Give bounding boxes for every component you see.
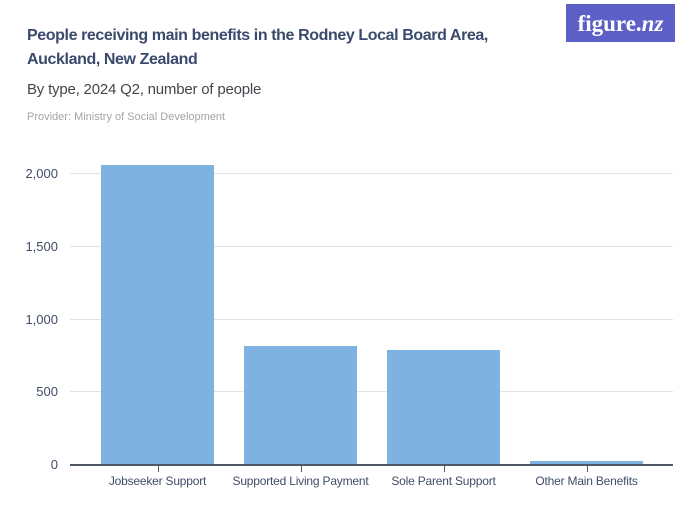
logo-text-suffix: nz <box>641 10 664 36</box>
logo-text-main: figure. <box>577 10 642 36</box>
chart-header: People receiving main benefits in the Ro… <box>27 24 557 123</box>
bar-jobseeker-support <box>101 165 214 465</box>
gridline-1000 <box>70 318 673 320</box>
bar-sole-parent-support <box>387 350 500 465</box>
provider-credit: Provider: Ministry of Social Development <box>27 111 226 123</box>
figure-nz-logo[interactable]: figure.nz <box>566 4 675 42</box>
bar-other-main-benefits <box>530 460 643 465</box>
figure-nz-wordmark: figure.nz <box>578 12 664 35</box>
bar-chart: 0 500 1,000 1,500 2,000 Jobseeker Support Sup… <box>0 150 700 495</box>
x-tick-other-main-benefits <box>586 466 588 472</box>
page-title: People receiving main benefits in the Ro… <box>27 24 557 72</box>
x-tick-supported-living-payment <box>300 466 302 472</box>
x-label-jobseeker-support: Jobseeker Support <box>108 474 207 488</box>
x-label-other-main-benefits: Other Main Benefits <box>535 474 638 488</box>
title-line-1: People receiving main benefits in the Ro… <box>27 27 488 44</box>
y-tick-label-1000: 1,000 <box>25 311 58 327</box>
bar-supported-living-payment <box>244 346 357 465</box>
title-line-2: Auckland, New Zealand <box>27 51 198 68</box>
y-tick-label-2000: 2,000 <box>25 166 58 181</box>
y-tick-label-1500: 1,500 <box>25 238 58 254</box>
y-axis: 0 500 1,000 1,500 2,000 <box>0 150 58 472</box>
x-tick-sole-parent-support <box>443 466 445 472</box>
x-tick-jobseeker-support <box>157 466 159 472</box>
gridline-500 <box>70 391 673 393</box>
x-axis-line <box>70 464 673 466</box>
chart-subtitle: By type, 2024 Q2, number of people <box>27 81 262 98</box>
plot-area: Jobseeker Support Supported Living Paymen… <box>70 150 673 488</box>
y-tick-label-0: 0 <box>50 457 58 472</box>
x-label-sole-parent-support: Sole Parent Support <box>391 474 496 488</box>
y-tick-label-500: 500 <box>36 384 58 400</box>
x-label-supported-living-payment: Supported Living Payment <box>232 474 369 488</box>
gridline-2000 <box>70 173 673 174</box>
gridline-1500 <box>70 245 673 247</box>
